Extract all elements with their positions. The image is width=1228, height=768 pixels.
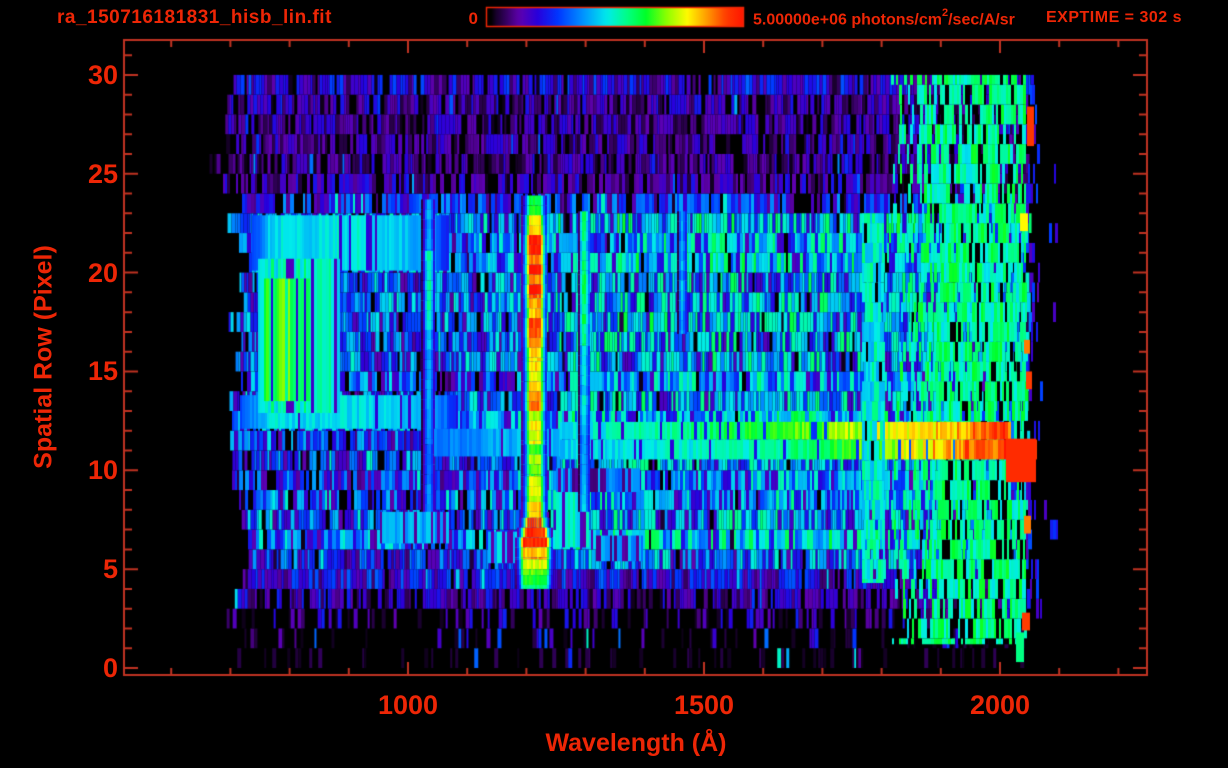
file-title: ra_150716181831_hisb_lin.fit <box>57 7 332 28</box>
x-tick-label: 1500 <box>673 690 735 720</box>
exptime-label: EXPTIME = 302 s <box>1046 9 1183 26</box>
y-tick-label: 10 <box>87 455 118 486</box>
y-tick-label: 5 <box>102 554 118 585</box>
colorbar-units-label: 5.00000e+06 photons/cm2/sec/A/sr <box>753 7 1015 29</box>
y-tick-label: 30 <box>87 59 118 90</box>
colorbar-max-value: 5.00000e+06 photons/cm <box>753 11 942 29</box>
colorbar-min-label: 0 <box>468 9 478 28</box>
y-tick-label: 20 <box>87 257 118 288</box>
x-axis-title: Wavelength (Å) <box>545 729 727 757</box>
y-tick-label: 0 <box>102 653 118 683</box>
y-tick-label: 25 <box>87 158 118 189</box>
x-tick-label: 1000 <box>377 690 439 720</box>
x-tick-label: 2000 <box>969 690 1031 720</box>
y-tick-label: 15 <box>87 356 118 387</box>
colorbar-units-suffix: /sec/A/sr <box>948 11 1015 29</box>
colorbar-units-superscript: 2 <box>941 7 949 19</box>
